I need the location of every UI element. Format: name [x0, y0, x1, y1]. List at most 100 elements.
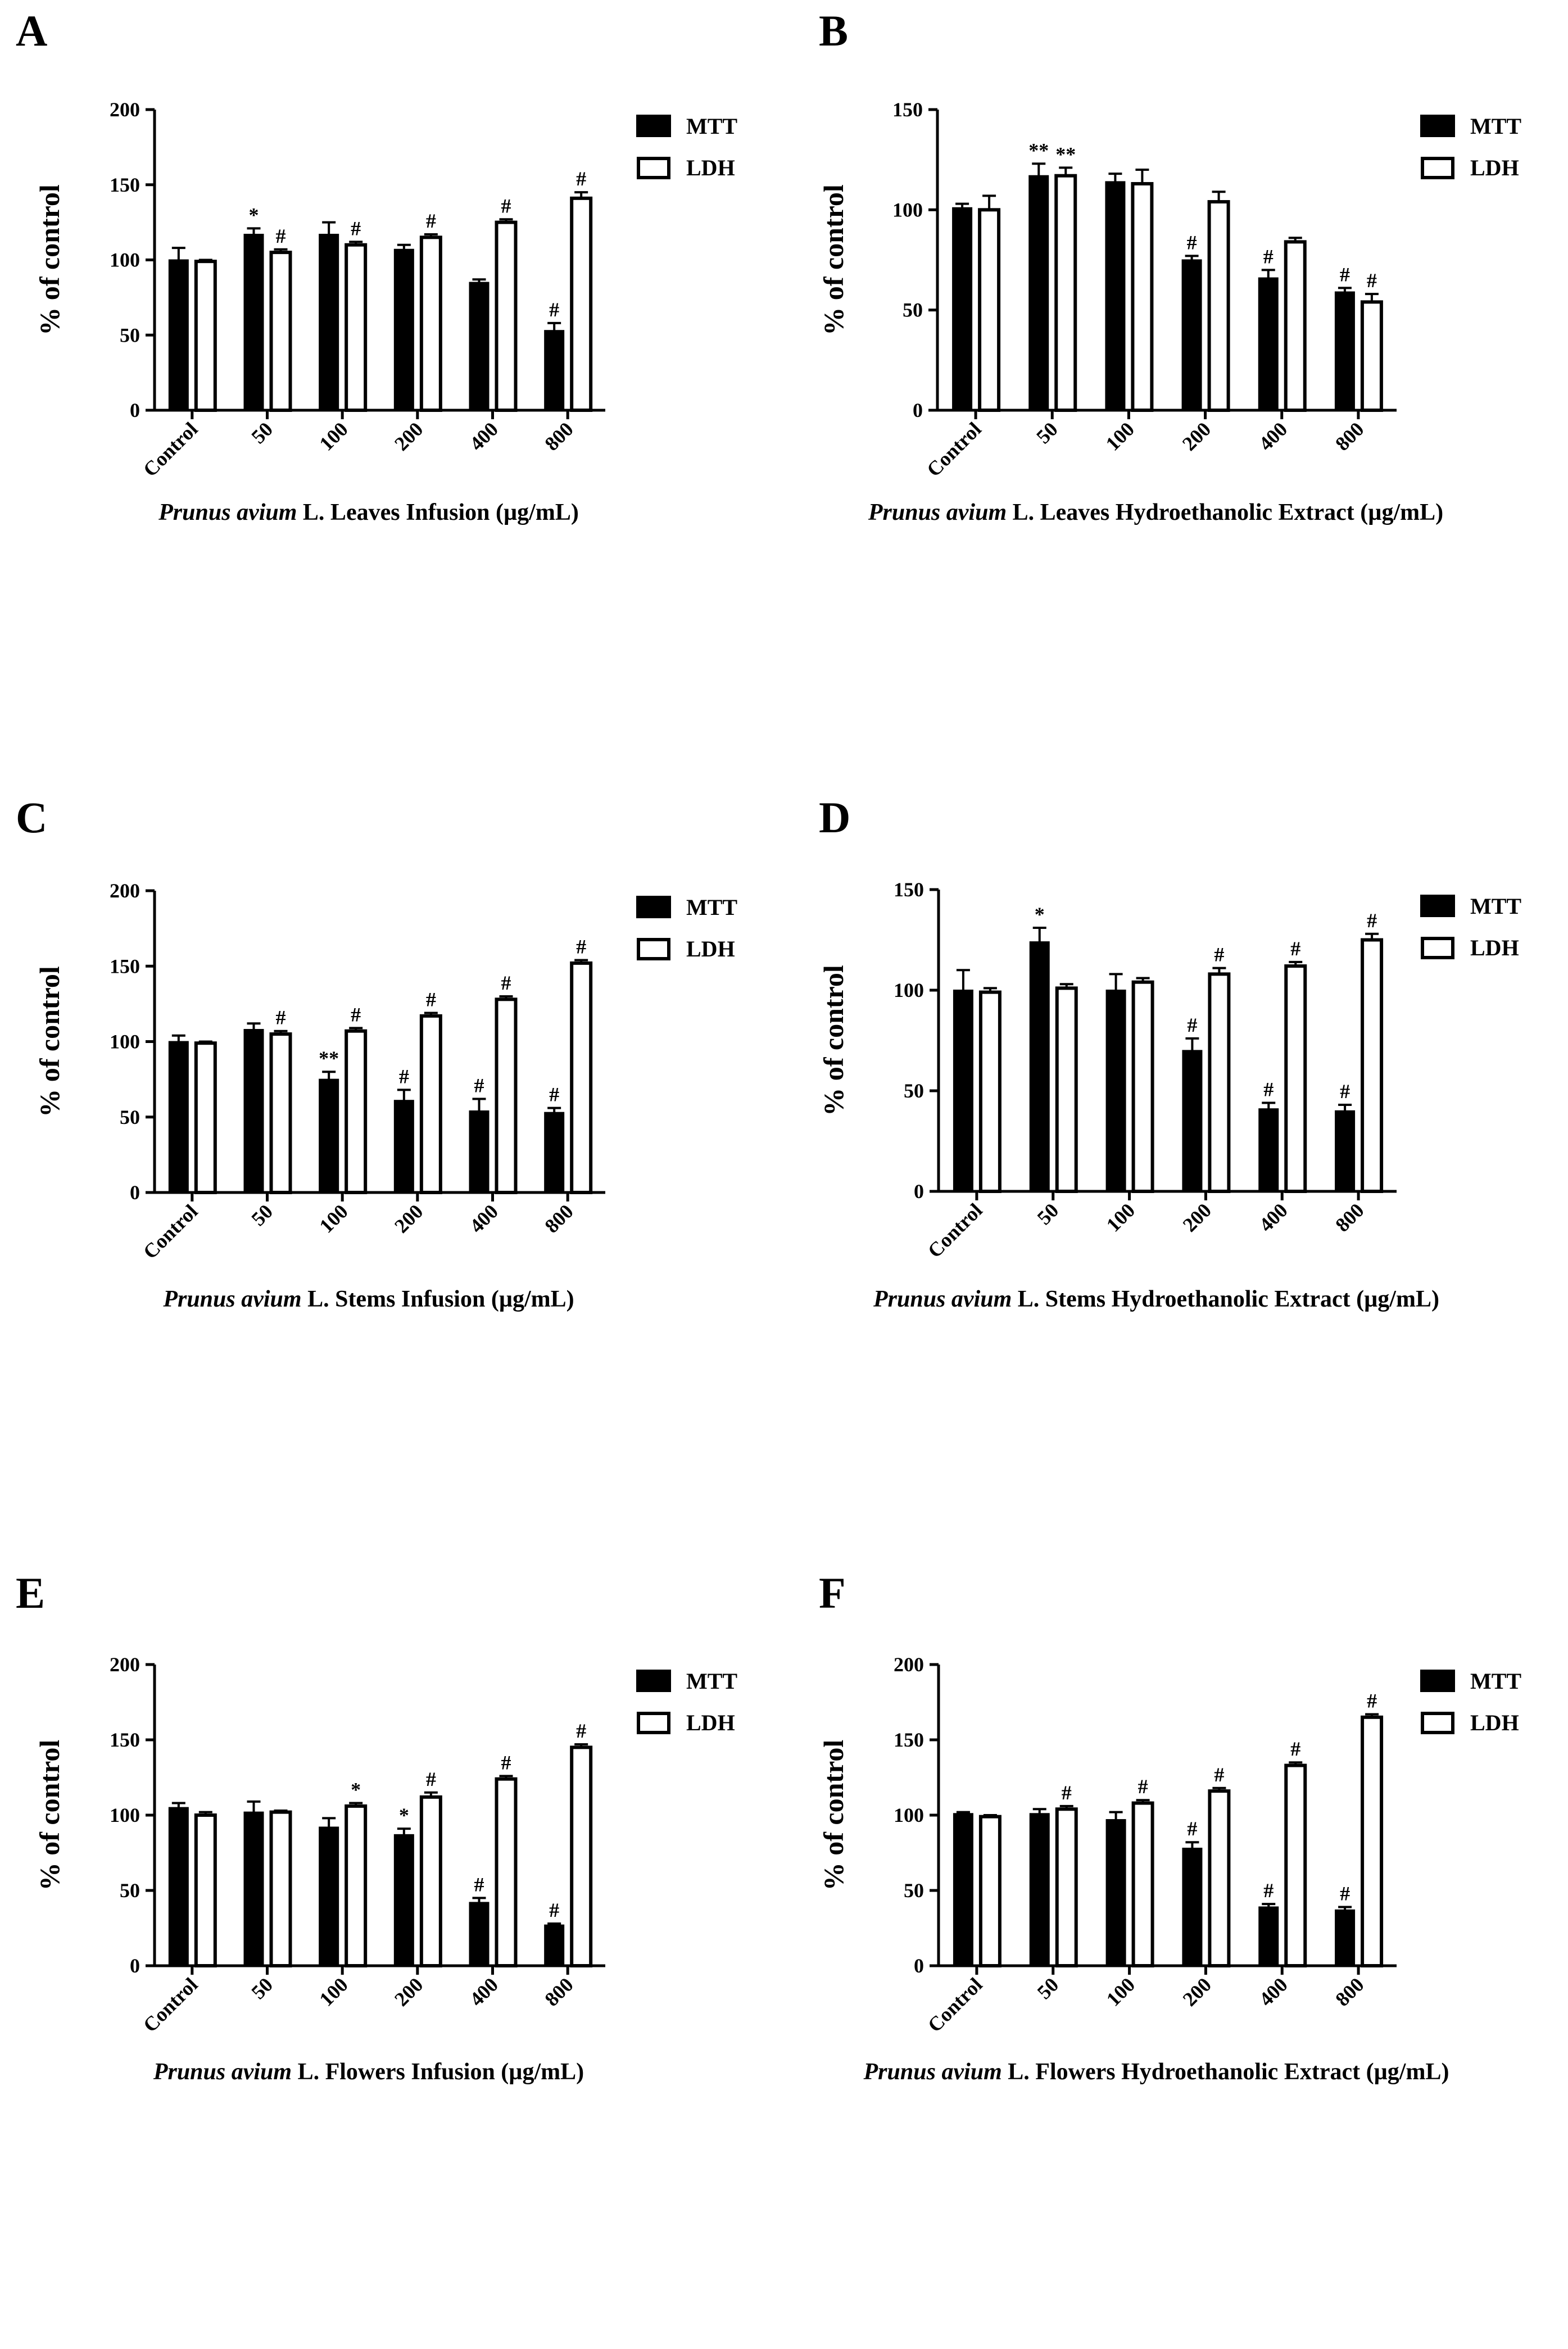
significance-mark: # [501, 194, 511, 217]
x-axis-title-species: Prunus avium [868, 500, 1007, 525]
mtt-bar [1335, 1110, 1356, 1192]
legend-mtt-swatch [1420, 115, 1455, 137]
x-axis-title-species: Prunus avium [162, 1286, 301, 1312]
chart-c: 0 50 100 150 200 % of control Control 50 #100 ** #… [34, 879, 737, 1312]
y-tick-label: 200 [894, 1653, 924, 1676]
x-tick-label: 800 [540, 1200, 577, 1237]
y-tick-label: 0 [130, 1955, 140, 1977]
ldh-bar [495, 220, 518, 412]
legend-mtt-swatch [636, 896, 671, 918]
significance-mark: # [1187, 1014, 1197, 1036]
mtt-bar [1029, 941, 1050, 1192]
legend-ldh-swatch [1421, 1712, 1454, 1734]
significance-mark: # [426, 210, 436, 232]
significance-mark: # [501, 972, 511, 994]
ldh-bar [570, 961, 593, 1194]
significance-mark: # [1214, 944, 1224, 966]
x-tick-label: 800 [1331, 1199, 1368, 1236]
mtt-bar [544, 1924, 565, 1967]
legend-mtt-swatch [636, 115, 671, 137]
significance-mark: # [549, 1083, 559, 1106]
y-tick-label: 0 [130, 399, 140, 421]
significance-mark: # [1187, 231, 1197, 253]
x-axis-title-rest: L. Stems Infusion (µg/mL) [302, 1286, 574, 1312]
ldh-bar [495, 1777, 518, 1967]
significance-mark: # [1263, 1078, 1274, 1100]
mtt-bar [953, 990, 973, 1192]
x-axis-title: Prunus avium L. Flowers Infusion (µg/mL) [153, 2059, 584, 2085]
mtt-bar [319, 1826, 339, 1966]
mtt-bar [469, 282, 490, 411]
y-tick-label: 100 [894, 979, 924, 1001]
x-tick-label: 100 [315, 1973, 352, 2010]
y-axis-title: % of control [34, 184, 65, 335]
x-axis-title-species: Prunus avium [863, 2059, 1002, 2085]
significance-mark: * [399, 1804, 409, 1826]
significance-mark: # [1263, 245, 1274, 267]
x-tick-label: 200 [1179, 1199, 1216, 1236]
legend-ldh-swatch [637, 938, 670, 960]
mtt-bar [243, 1811, 264, 1966]
significance-mark: # [276, 225, 286, 247]
significance-mark: # [501, 1751, 511, 1774]
y-axis-title: % of control [34, 1740, 65, 1891]
ldh-bar [1131, 1801, 1154, 1967]
y-tick-label: 150 [894, 878, 924, 901]
x-tick-label: 800 [1331, 1973, 1368, 2010]
x-axis-title-rest: L. Stems Hydroethanolic Extract (µg/mL) [1012, 1286, 1439, 1312]
ldh-bar [1055, 986, 1078, 1193]
significance-mark: # [1290, 937, 1300, 960]
x-axis-title: Prunus avium L. Stems Hydroethanolic Ext… [873, 1286, 1439, 1312]
y-tick-label: 100 [892, 198, 923, 221]
ldh-bar [194, 1813, 217, 1967]
ldh-bar [1361, 1715, 1384, 1967]
significance-mark: # [576, 167, 586, 190]
y-tick-label: 100 [110, 1031, 140, 1053]
legend-mtt-label: MTT [1470, 114, 1521, 139]
y-tick-label: 150 [892, 98, 923, 121]
legend-ldh-label: LDH [686, 936, 735, 962]
legend-ldh-label: LDH [1470, 1710, 1519, 1735]
ldh-bar [978, 1815, 1001, 1967]
ldh-bar [1208, 1789, 1231, 1967]
legend-mtt-label: MTT [1470, 894, 1521, 919]
x-tick-label: 100 [1102, 418, 1139, 455]
y-tick-label: 100 [110, 1804, 140, 1826]
ldh-bar [419, 1795, 442, 1967]
mtt-bar [243, 234, 264, 411]
x-tick-label: 100 [315, 1200, 352, 1237]
ldh-bar [1360, 300, 1383, 412]
legend-ldh-swatch [637, 1712, 670, 1734]
significance-mark: # [1290, 1738, 1300, 1760]
x-tick-label: 200 [390, 1200, 427, 1237]
legend-mtt-swatch [1420, 895, 1455, 917]
significance-mark: # [351, 1003, 361, 1026]
mtt-bar [1105, 181, 1126, 411]
legend-ldh-label: LDH [1470, 935, 1519, 960]
significance-mark: # [351, 217, 361, 239]
mtt-bar [1028, 175, 1049, 411]
x-tick-label: 50 [247, 418, 277, 448]
x-tick-label: 400 [465, 1973, 502, 2010]
ldh-bar [345, 243, 368, 412]
chart-f: 0 50 100 150 200 % of control Control 50 #100 #20… [818, 1653, 1521, 2085]
x-tick-label: 100 [1102, 1199, 1139, 1236]
y-tick-label: 50 [904, 1080, 924, 1102]
panel-letter: D [819, 793, 851, 842]
significance-mark: ** [319, 1047, 339, 1069]
y-tick-label: 150 [894, 1729, 924, 1751]
y-tick-label: 200 [110, 1653, 140, 1676]
significance-mark: # [576, 936, 586, 958]
significance-mark: * [249, 203, 259, 226]
x-tick-label: Control [139, 1200, 202, 1263]
ldh-bar [1131, 182, 1154, 412]
y-axis-title: % of control [818, 1740, 849, 1891]
x-tick-label: 400 [1254, 1973, 1291, 2010]
significance-mark: # [399, 1065, 409, 1087]
legend-mtt-label: MTT [686, 895, 737, 920]
y-tick-label: 200 [110, 98, 140, 121]
x-tick-label: Control [922, 418, 986, 481]
mtt-bar [953, 1813, 973, 1966]
mtt-bar [1105, 990, 1126, 1192]
legend-ldh-label: LDH [1470, 155, 1519, 180]
